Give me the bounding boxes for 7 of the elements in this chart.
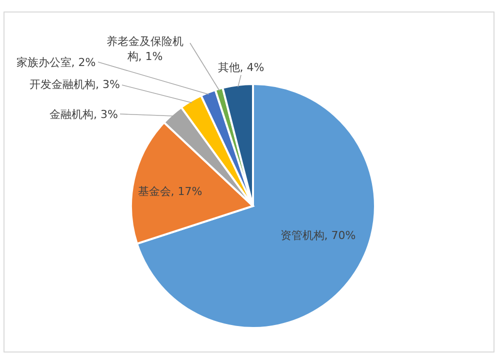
slice-label: 资管机构, 70% [280, 229, 356, 242]
slice-label: 家族办公室, 2% [16, 56, 96, 69]
slice-label: 金融机构, 3% [50, 108, 118, 121]
slice-label: 基金会, 17% [138, 185, 202, 198]
slice-label: 养老金及保险机构, 1% [106, 35, 184, 63]
slice-label: 开发金融机构, 3% [30, 78, 120, 91]
slice-label: 其他, 4% [218, 61, 264, 74]
